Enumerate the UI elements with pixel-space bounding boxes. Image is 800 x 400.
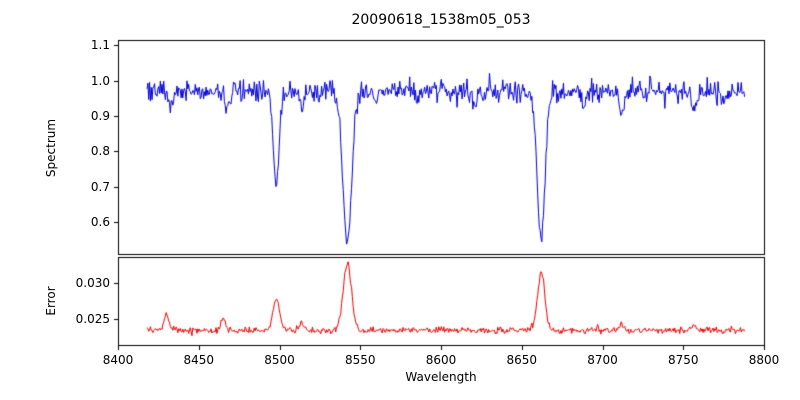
error-y-axis-label: Error <box>44 286 58 316</box>
x-tick-label: 8500 <box>264 353 295 367</box>
error-y-tick-label: 0.025 <box>75 312 110 327</box>
spectrum-y-tick-label: 0.6 <box>90 215 110 230</box>
spectrum-y-tick-label: 0.7 <box>90 179 110 194</box>
x-tick-label: 8400 <box>102 353 134 367</box>
x-tick-label: 8600 <box>425 353 457 367</box>
x-tick-label: 8700 <box>587 353 618 367</box>
x-axis-label: Wavelength <box>405 370 477 384</box>
chart-title: 20090618_1538m05_053 <box>351 12 531 28</box>
spectrum-y-tick-label: 1.1 <box>90 38 110 53</box>
x-tick-label: 8650 <box>506 353 538 367</box>
spectrum-y-tick-label: 0.8 <box>90 144 110 159</box>
spectrum-y-axis-label: Spectrum <box>44 118 58 178</box>
x-tick-label: 8450 <box>183 353 215 367</box>
spectrum-y-tick-label: 1.0 <box>90 73 110 88</box>
spectrum-y-tick-label: 0.9 <box>90 109 110 124</box>
x-tick-label: 8800 <box>748 353 780 367</box>
x-tick-label: 8750 <box>667 353 699 367</box>
error-y-tick-label: 0.030 <box>75 275 110 290</box>
x-tick-label: 8550 <box>344 353 376 367</box>
